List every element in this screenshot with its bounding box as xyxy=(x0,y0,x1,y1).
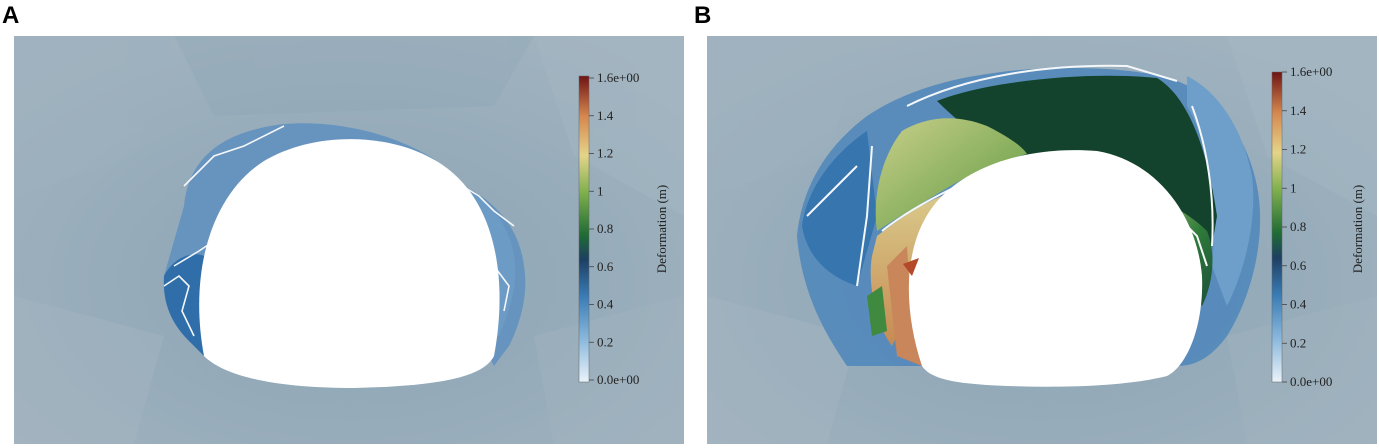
colorbar-tick-label: 0.4 xyxy=(1290,297,1307,312)
colorbar-tick-label: 0.8 xyxy=(1290,219,1306,234)
failure-block-red-chip xyxy=(903,258,919,276)
colorbar-tick-label: 1.2 xyxy=(597,146,613,161)
deformation-zone-left-outer xyxy=(802,131,877,286)
colorbar-tick-label: 1 xyxy=(1290,180,1297,195)
colorbar-tick-label: 1 xyxy=(597,183,604,198)
colorbar-tick-label: 1.4 xyxy=(1290,103,1307,118)
colorbar-a-gradient xyxy=(578,75,590,383)
rock-facets xyxy=(707,36,1377,444)
colorbar-b-title: Deformation (m) xyxy=(1350,185,1365,273)
colorbar-tick-label: 0.4 xyxy=(597,297,614,312)
failure-block-left-base xyxy=(887,246,922,366)
colorbar-tick-label: 1.2 xyxy=(1290,142,1306,157)
colorbar-tick-label: 0.6 xyxy=(1290,258,1307,273)
colorbar-tick-label: 1.6e+00 xyxy=(597,70,639,85)
colorbar-tick-label: 0.0e+00 xyxy=(1290,374,1332,389)
colorbar-b: 1.6e+00 1.4 1.2 1 0.8 0.6 0.4 0.2 0.0e+00 Deform… xyxy=(1271,64,1365,389)
colorbar-a-title: Deformation (m) xyxy=(654,185,669,273)
panel-b-deformation-plot: 1.6e+00 1.4 1.2 1 0.8 0.6 0.4 0.2 0.0e+00 Deform… xyxy=(707,36,1377,444)
failure-block-left-green-chip xyxy=(867,286,887,336)
panel-a-label: A xyxy=(2,2,20,29)
colorbar-tick-label: 0.8 xyxy=(597,221,613,236)
crack-lines xyxy=(806,64,1214,287)
colorbar-tick-label: 0.0e+00 xyxy=(597,372,639,387)
colorbar-tick-label: 1.4 xyxy=(597,108,614,123)
deformation-zone-right-outer xyxy=(1187,76,1254,306)
failure-block-left-upper xyxy=(875,118,1027,231)
colorbar-tick-label: 1.6e+00 xyxy=(1290,64,1332,79)
colorbar-b-gradient xyxy=(1271,71,1283,383)
colorbar-tick-label: 0.2 xyxy=(597,334,613,349)
colorbar-a: 1.6e+00 1.4 1.2 1 0.8 0.6 0.4 0.2 0.0e+00 Deform… xyxy=(578,70,669,387)
tunnel-opening xyxy=(908,150,1203,387)
tunnel-opening xyxy=(199,139,500,388)
colorbar-tick-label: 0.6 xyxy=(597,259,614,274)
rock-facets xyxy=(14,36,684,444)
colorbar-tick-label: 0.2 xyxy=(1290,335,1306,350)
panel-a-deformation-plot: 1.6e+00 1.4 1.2 1 0.8 0.6 0.4 0.2 0.0e+00 Deform… xyxy=(14,36,684,444)
panel-b-label: B xyxy=(694,2,712,29)
